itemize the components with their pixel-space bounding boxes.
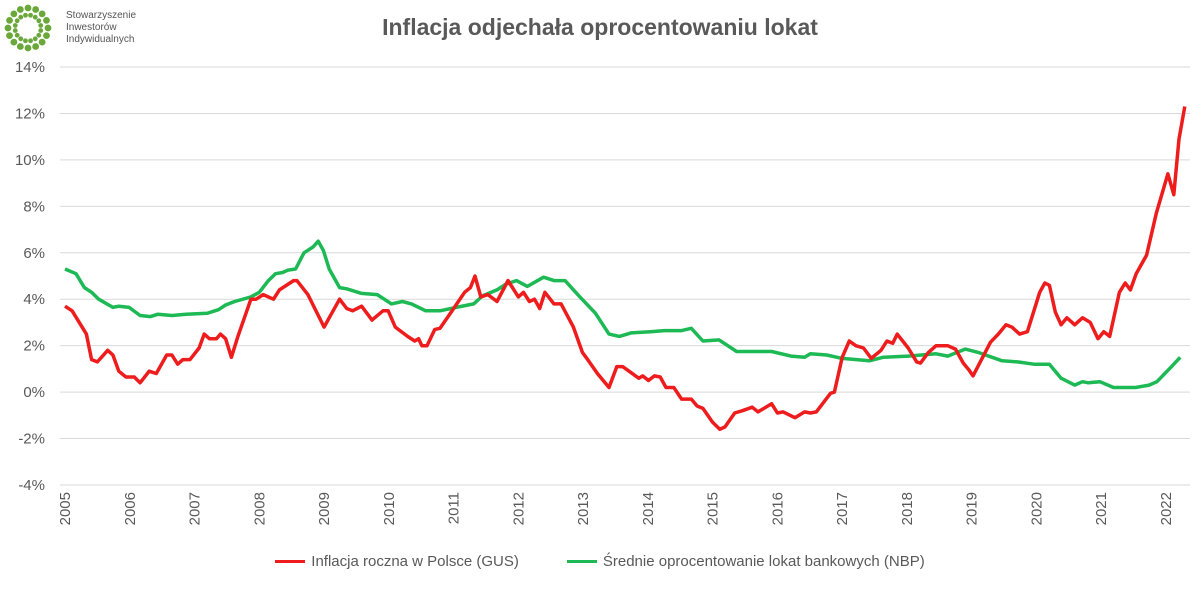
x-tick-label: 2007	[187, 492, 204, 525]
logo-dot	[36, 18, 42, 24]
logo-dot	[28, 38, 33, 44]
legend-label: Średnie oprocentowanie lokat bankowych (…	[602, 553, 925, 570]
y-tick-label: 0%	[23, 384, 45, 401]
logo-dot	[44, 24, 52, 32]
inflation-line	[64, 106, 1187, 432]
x-tick-label: 2019	[964, 492, 981, 525]
logo-dot	[28, 12, 33, 18]
logo-dot	[10, 38, 18, 46]
logo-dot	[16, 43, 24, 50]
logo-dot	[38, 10, 46, 18]
y-tick-label: 2%	[23, 338, 45, 355]
y-tick-label: -2%	[18, 431, 45, 448]
logo: Stowarzyszenie Inwestorów Indywidualnych	[0, 0, 200, 58]
legend-item-deposit-rate: Średnie oprocentowanie lokat bankowych (…	[566, 553, 925, 570]
x-tick-label: 2010	[381, 492, 398, 525]
logo-text-line: Stowarzyszenie	[66, 10, 137, 21]
logo-dot	[32, 36, 38, 42]
logo-dot	[23, 38, 28, 44]
x-tick-label: 2006	[122, 492, 139, 525]
logo-dot	[38, 38, 46, 46]
logo-dot	[43, 16, 50, 24]
logo-dot	[24, 4, 32, 12]
logo-dot	[14, 32, 20, 38]
logo-dot	[32, 6, 40, 13]
legend-label: Inflacja roczna w Polsce (GUS)	[311, 553, 519, 570]
logo-dot	[38, 23, 44, 28]
logo-dot	[36, 32, 42, 38]
x-tick-label: 2022	[1158, 492, 1175, 525]
logo-dot	[43, 32, 50, 40]
x-tick-label: 2014	[640, 492, 657, 525]
logo-dot	[23, 12, 28, 18]
logo-dot	[32, 14, 38, 20]
x-tick-label: 2013	[575, 492, 592, 525]
x-tick-label: 2005	[57, 492, 74, 525]
deposit-rate-line	[64, 239, 1182, 390]
x-tick-label: 2017	[834, 492, 851, 525]
y-tick-label: 12%	[15, 105, 45, 122]
legend-swatch	[275, 560, 306, 563]
y-tick-label: 8%	[23, 198, 45, 215]
logo-text-line: Indywidualnych	[66, 34, 135, 45]
legend-item-inflation: Inflacja roczna w Polsce (GUS)	[275, 553, 519, 570]
y-tick-label: -4%	[18, 477, 45, 494]
logo-dot	[32, 43, 40, 50]
logo-dot	[6, 16, 13, 24]
legend-swatch	[566, 560, 597, 563]
y-tick-label: 4%	[23, 291, 45, 308]
logo-dot	[18, 14, 24, 20]
legend: Inflacja roczna w Polsce (GUS) Średnie o…	[0, 553, 1200, 570]
logo-dot	[24, 44, 32, 52]
logo-dot	[4, 24, 12, 32]
logo-dot	[10, 10, 18, 18]
y-tick-label: 14%	[15, 59, 45, 76]
logo-dot	[12, 23, 18, 28]
logo-dot	[12, 28, 18, 33]
x-tick-label: 2021	[1093, 492, 1110, 525]
y-tick-label: 6%	[23, 245, 45, 262]
x-tick-label: 2011	[446, 492, 463, 524]
logo-dot	[6, 32, 13, 40]
y-tick-label: 10%	[15, 152, 45, 169]
logo-dot	[18, 36, 24, 42]
x-tick-label: 2015	[705, 492, 722, 525]
x-tick-label: 2008	[251, 492, 268, 525]
x-tick-label: 2016	[769, 492, 786, 525]
logo-ring-icon	[4, 4, 52, 52]
logo-dot	[38, 28, 44, 33]
x-tick-label: 2018	[899, 492, 916, 525]
logo-text-line: Inwestorów	[66, 22, 117, 33]
x-tick-label: 2020	[1028, 492, 1045, 525]
logo-dot	[16, 6, 24, 13]
x-tick-label: 2009	[316, 492, 333, 525]
chart-title: Inflacja odjechała oprocentowaniu lokat	[382, 14, 818, 40]
x-tick-label: 2012	[510, 492, 527, 525]
logo-dot	[14, 18, 20, 24]
